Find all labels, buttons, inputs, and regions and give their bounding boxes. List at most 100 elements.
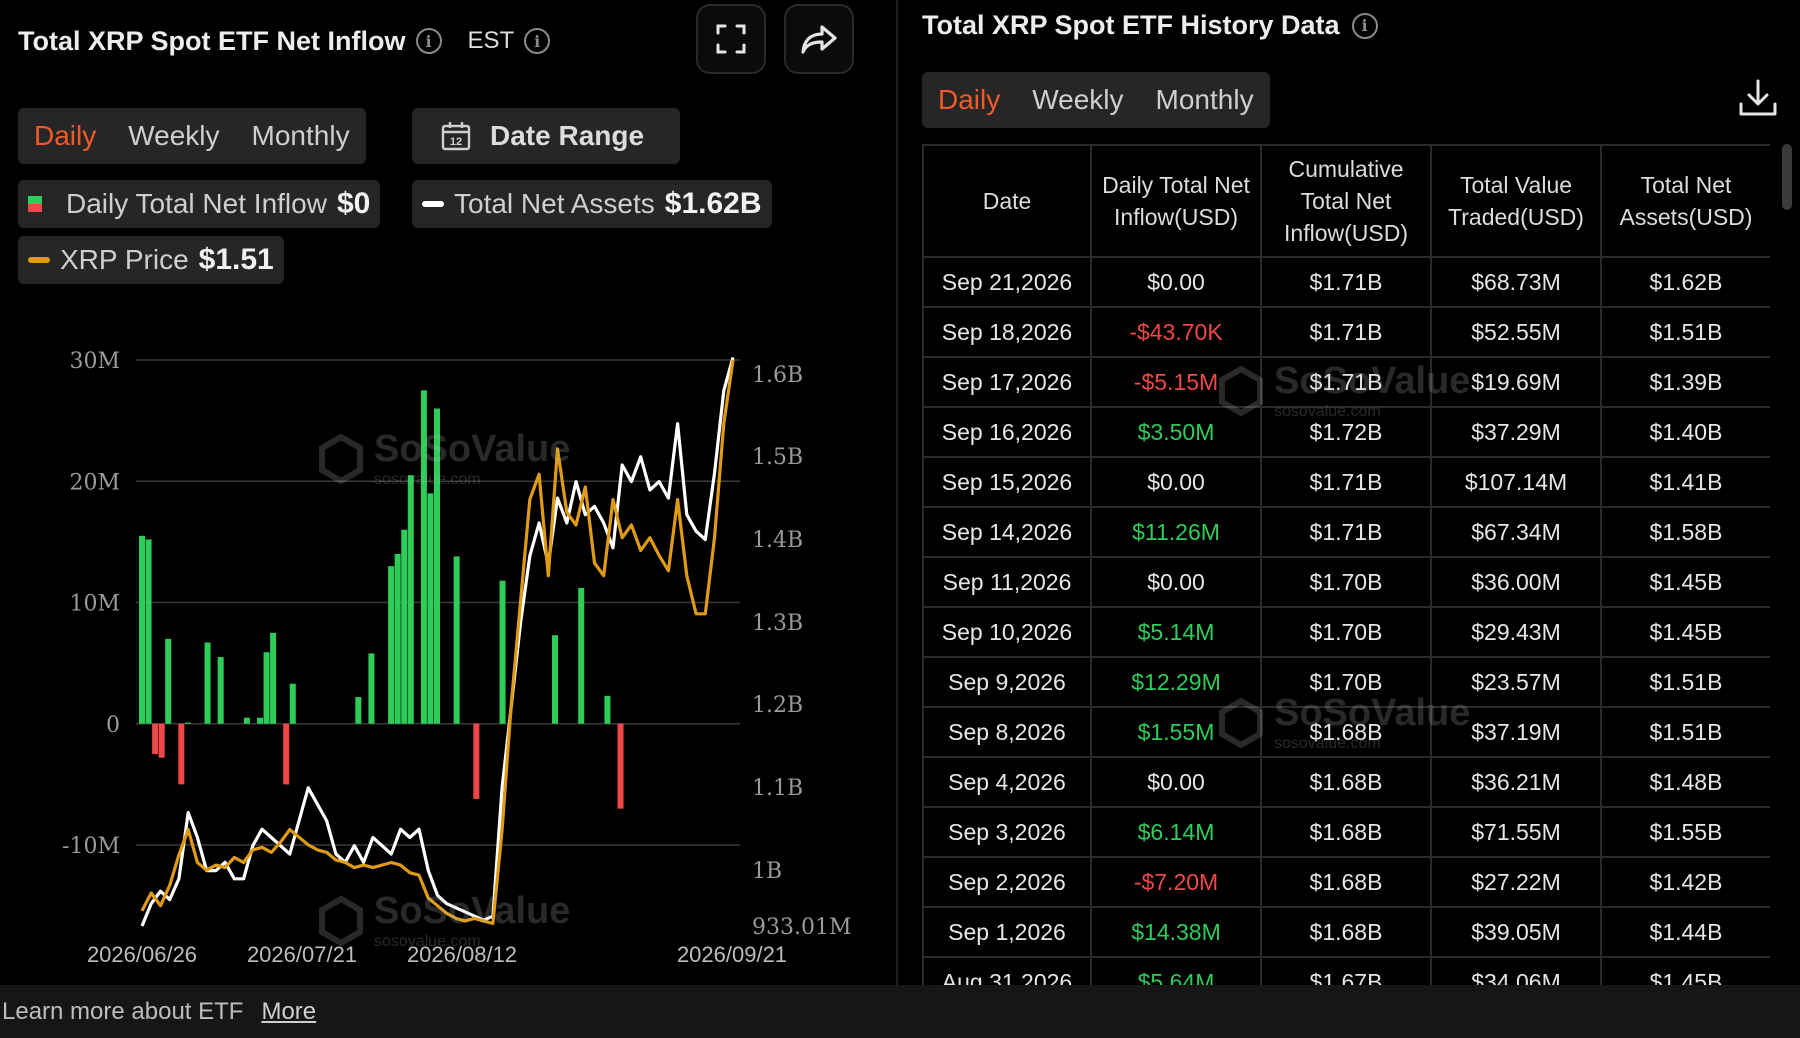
right-period-tabs: Daily Weekly Monthly [922, 72, 1270, 128]
table-row: Sep 4,2026 $0.00 $1.68B $36.21M $1.48B [922, 756, 1770, 808]
traded-cell: $68.73M [1430, 256, 1602, 308]
date-range-label: Date Range [490, 120, 645, 151]
more-link[interactable]: More [261, 997, 317, 1025]
x-tick: 2026/06/26 [87, 942, 197, 967]
assets-cell: $1.45B [1600, 956, 1770, 985]
table-scrollbar[interactable] [1782, 144, 1792, 210]
y-left-tick: 30M [69, 349, 120, 374]
y-right-tick: 933.01M [752, 915, 852, 940]
inflow-bar [139, 535, 145, 724]
left-period-tabs: Daily Weekly Monthly [18, 108, 366, 164]
inflow-cell: $0.00 [1090, 756, 1262, 808]
tab-daily[interactable]: Daily [938, 84, 1001, 115]
x-tick: 2026/08/12 [407, 942, 517, 967]
tab-monthly[interactable]: Monthly [1155, 84, 1254, 115]
traded-cell: $19.69M [1430, 356, 1602, 408]
tab-daily[interactable]: Daily [34, 120, 97, 151]
date-cell: Sep 14,2026 [922, 506, 1092, 558]
net-inflow-panel: Total XRP Spot ETF Net Inflow i EST i Da… [0, 0, 895, 985]
inflow-cell: $11.26M [1090, 506, 1262, 558]
cumulative-cell: $1.70B [1260, 556, 1432, 608]
traded-cell: $67.34M [1430, 506, 1602, 558]
assets-cell: $1.45B [1600, 606, 1770, 658]
cumulative-cell: $1.68B [1260, 706, 1432, 758]
cumulative-cell: $1.70B [1260, 606, 1432, 658]
inflow-cell: $1.55M [1090, 706, 1262, 758]
inflow-cell: -$7.20M [1090, 856, 1262, 908]
tab-monthly[interactable]: Monthly [251, 120, 350, 151]
inflow-bar [453, 556, 460, 724]
table-row: Sep 18,2026 -$43.70K $1.71B $52.55M $1.51B [922, 306, 1770, 358]
tab-weekly[interactable]: Weekly [128, 120, 220, 151]
assets-cell: $1.48B [1600, 756, 1770, 808]
date-cell: Sep 2,2026 [922, 856, 1092, 908]
inflow-bar [604, 695, 611, 724]
legend-total-net-assets[interactable]: Total Net Assets $1.62B [412, 180, 772, 228]
inflow-bar [283, 723, 290, 785]
table-row: Sep 8,2026 $1.55M $1.68B $37.19M $1.51B [922, 706, 1770, 758]
y-left-tick: -10M [62, 834, 120, 859]
legend-value: $0 [336, 187, 371, 220]
xrp-price-line [140, 359, 735, 926]
assets-cell: $1.51B [1600, 706, 1770, 758]
col-total-net-assets[interactable]: Total Net Assets(USD) [1600, 144, 1770, 258]
y-right-tick: 1.4B [752, 528, 803, 553]
date-cell: Sep 21,2026 [922, 256, 1092, 308]
inflow-bar [427, 493, 434, 724]
assets-cell: $1.45B [1600, 556, 1770, 608]
share-icon [801, 25, 837, 54]
traded-cell: $37.19M [1430, 706, 1602, 758]
cumulative-cell: $1.70B [1260, 656, 1432, 708]
cumulative-cell: $1.71B [1260, 256, 1432, 308]
timezone-label: EST [467, 27, 515, 54]
legend-daily-inflow[interactable]: Daily Total Net Inflow $0 [18, 180, 381, 228]
history-table: Date Daily Total Net Inflow(USD) Cumulat… [922, 144, 1770, 985]
inflow-bar [473, 723, 480, 799]
timezone-info-icon[interactable]: i [524, 28, 551, 54]
cumulative-cell: $1.68B [1260, 806, 1432, 858]
cumulative-cell: $1.71B [1260, 356, 1432, 408]
inflow-cell: $0.00 [1090, 556, 1262, 608]
footer-bar: Learn more about ETF More [0, 985, 1800, 1038]
col-cumulative-inflow[interactable]: Cumulative Total Net Inflow(USD) [1260, 144, 1432, 258]
download-icon[interactable] [1736, 76, 1780, 120]
legend-label: Total Net Assets [454, 188, 655, 219]
inflow-cell: $0.00 [1090, 456, 1262, 508]
table-row: Sep 2,2026 -$7.20M $1.68B $27.22M $1.42B [922, 856, 1770, 908]
total-net-assets-line [140, 356, 735, 927]
table-header-row: Date Daily Total Net Inflow(USD) Cumulat… [922, 144, 1770, 258]
inflow-bar [394, 554, 401, 724]
inflow-bar [165, 638, 172, 724]
table-row: Sep 10,2026 $5.14M $1.70B $29.43M $1.45B [922, 606, 1770, 658]
legend-label: Daily Total Net Inflow [66, 188, 327, 219]
fullscreen-button[interactable] [696, 4, 766, 74]
info-icon[interactable]: i [1351, 12, 1378, 39]
table-row: Aug 31,2026 $5.64M $1.67B $34.06M $1.45B [922, 956, 1770, 985]
tab-weekly[interactable]: Weekly [1032, 84, 1124, 115]
traded-cell: $27.22M [1430, 856, 1602, 908]
date-cell: Sep 17,2026 [922, 356, 1092, 408]
inflow-bar [368, 653, 375, 724]
date-range-button[interactable]: 12 Date Range [412, 108, 680, 164]
y-right-tick: 1.2B [752, 693, 803, 718]
inflow-bar [257, 717, 263, 724]
assets-cell: $1.51B [1600, 306, 1770, 358]
net-inflow-chart[interactable]: 30M 20M 10M 0 -10M 1.6B 1.5B 1.4B 1.3B 1.2B 1.1B 1B… [0, 330, 895, 980]
col-daily-inflow[interactable]: Daily Total Net Inflow(USD) [1090, 144, 1262, 258]
info-icon[interactable]: i [415, 28, 442, 54]
col-total-value-traded[interactable]: Total Value Traded(USD) [1430, 144, 1602, 258]
col-date[interactable]: Date [922, 144, 1092, 258]
table-row: Sep 1,2026 $14.38M $1.68B $39.05M $1.44B [922, 906, 1770, 958]
inflow-bar [552, 635, 558, 724]
chart-title: Total XRP Spot ETF Net Inflow [18, 25, 406, 56]
legend-xrp-price[interactable]: XRP Price $1.51 [18, 236, 284, 284]
inflow-cell: -$43.70K [1090, 306, 1262, 358]
history-table-container[interactable]: Date Daily Total Net Inflow(USD) Cumulat… [922, 144, 1770, 985]
y-right-tick: 1.6B [752, 363, 803, 388]
y-right-tick: 1.5B [752, 445, 803, 470]
cumulative-cell: $1.68B [1260, 756, 1432, 808]
assets-cell: $1.51B [1600, 656, 1770, 708]
cumulative-cell: $1.71B [1260, 506, 1432, 558]
share-button[interactable] [784, 4, 854, 74]
white-line-swatch-icon [422, 201, 444, 207]
